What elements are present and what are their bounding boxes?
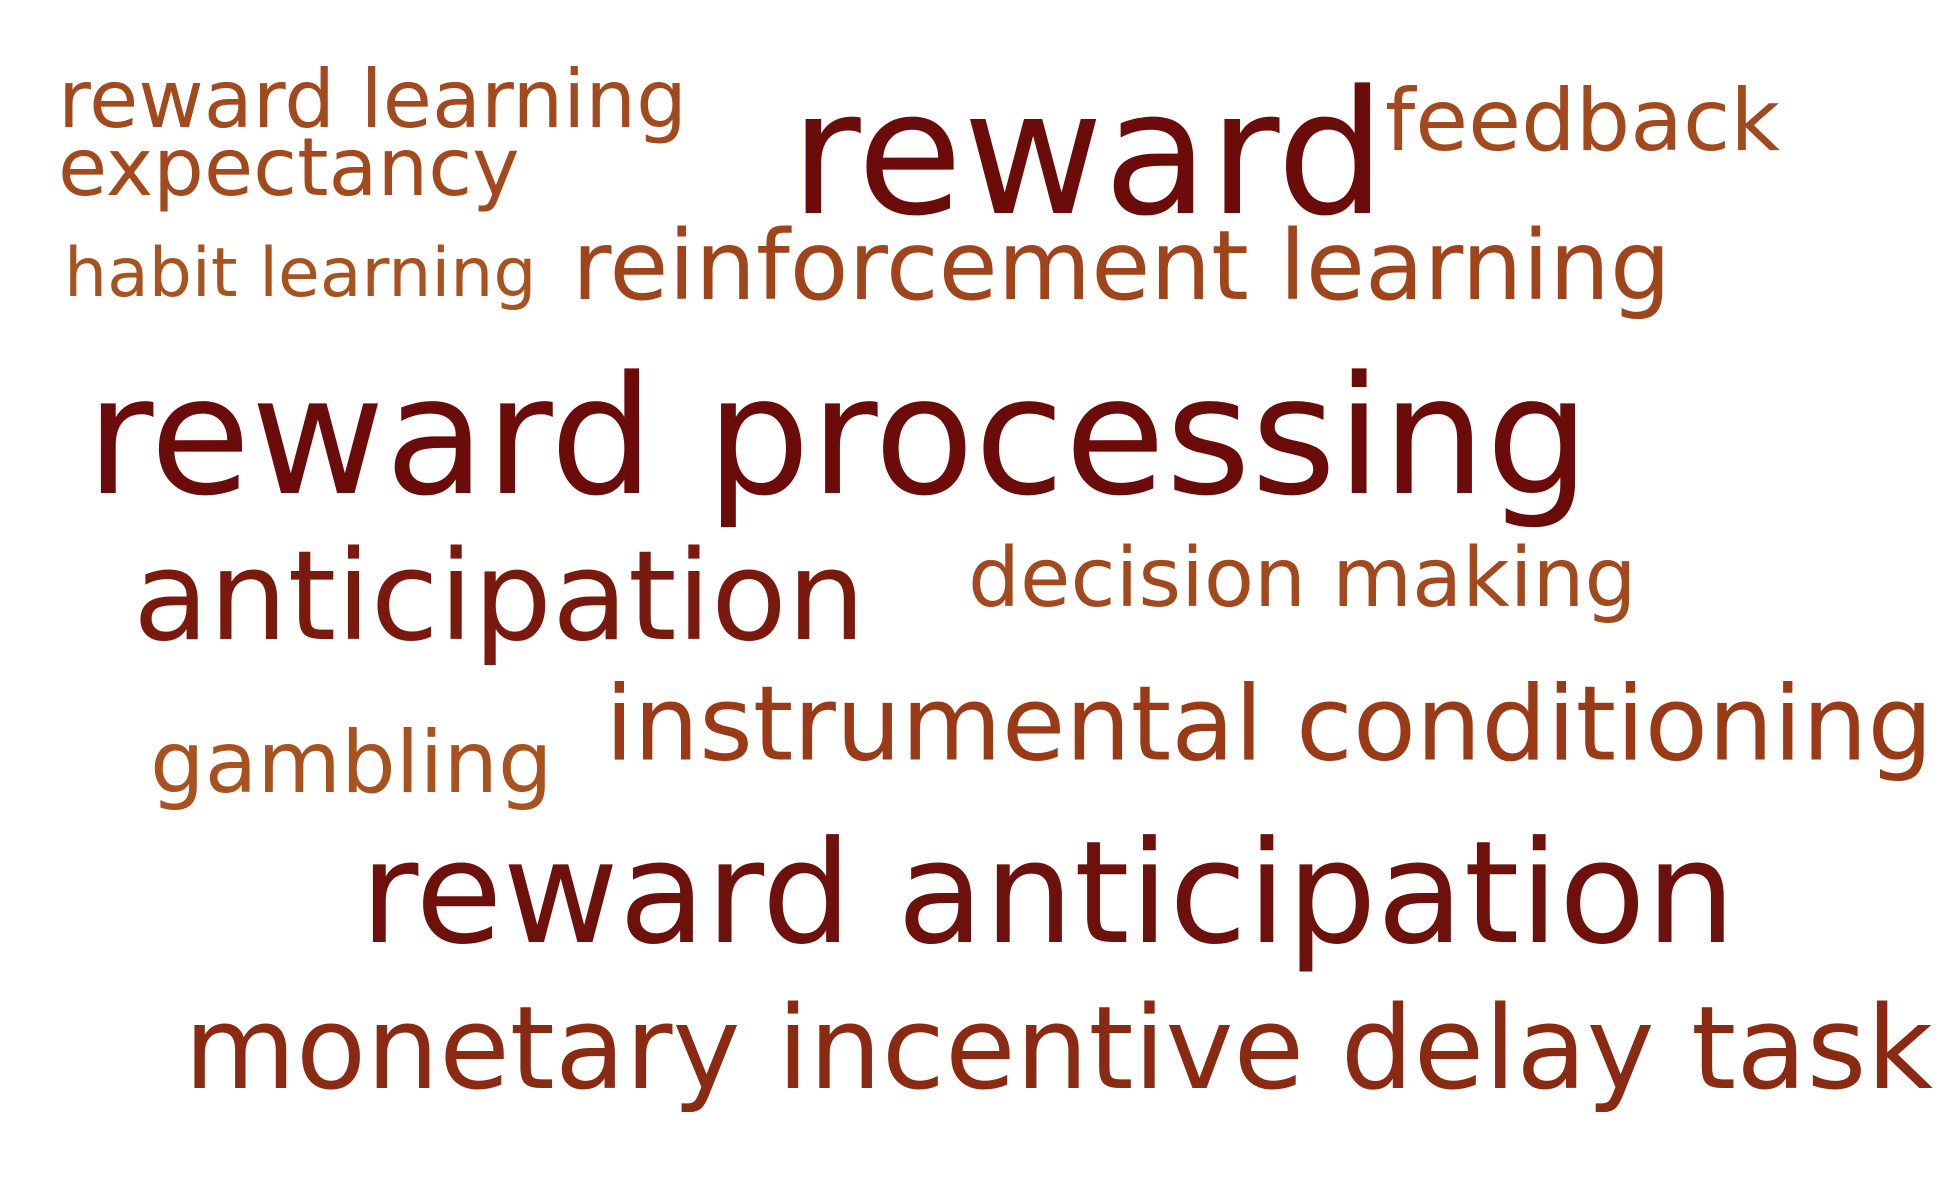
word-decision-making: decision making (968, 531, 1637, 626)
word-reinforcement-learning: reinforcement learning (572, 210, 1671, 322)
word-reward: reward (790, 53, 1386, 254)
word-habit-learning: habit learning (64, 234, 537, 313)
word-monetary-incentive-delay-task: monetary incentive delay task (184, 982, 1934, 1116)
word-gambling: gambling (150, 713, 553, 813)
word-reward-anticipation: reward anticipation (360, 811, 1736, 976)
word-expectancy: expectancy (58, 121, 520, 214)
word-instrumental-conditioning: instrumental conditioning (605, 664, 1934, 785)
word-reward-learning: reward learning (58, 53, 687, 146)
word-anticipation: anticipation (133, 525, 866, 669)
word-reward-processing: reward processing (86, 341, 1590, 532)
word-feedback: feedback (1385, 71, 1781, 171)
